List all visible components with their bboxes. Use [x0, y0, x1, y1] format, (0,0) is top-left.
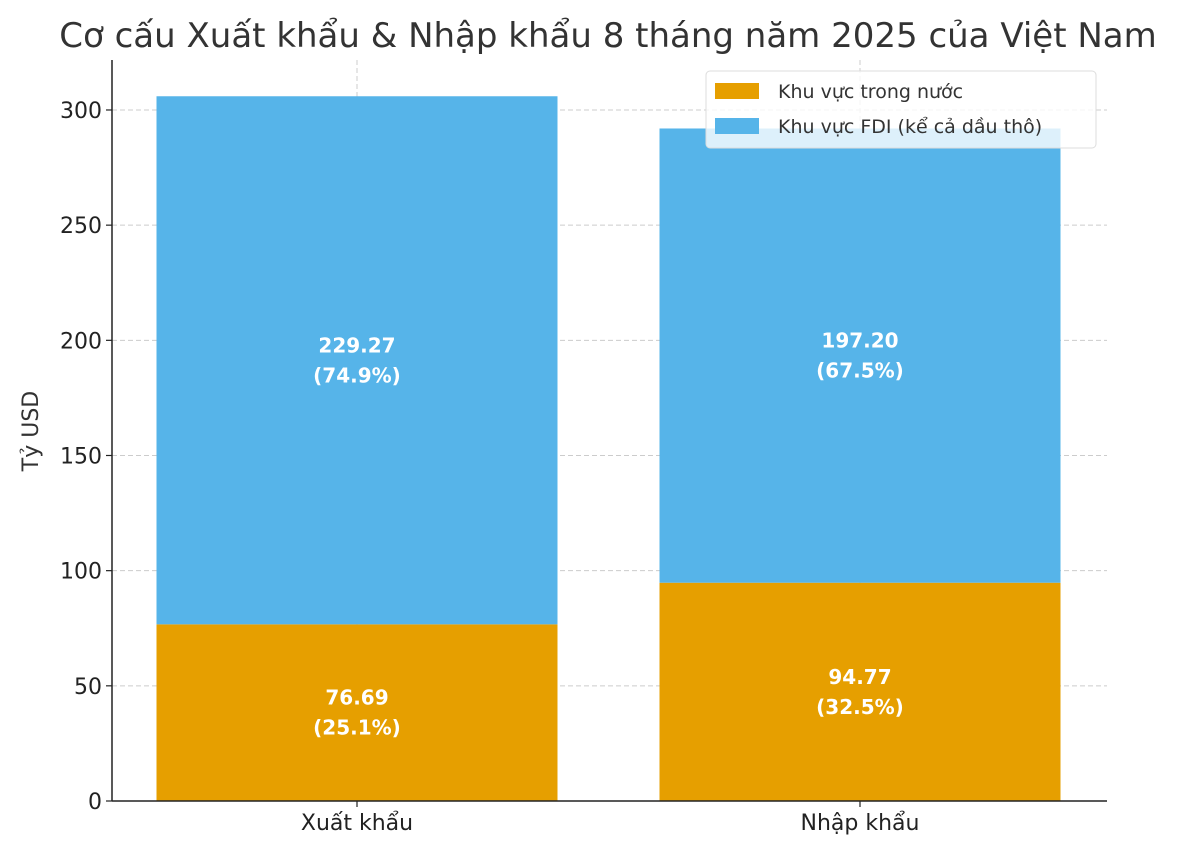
bar-value-label: (67.5%) [816, 359, 904, 383]
bar-fdi [659, 128, 1061, 583]
y-tick-label: 200 [60, 329, 102, 354]
bar-value-label: 229.27 [318, 333, 395, 357]
legend-label: Khu vực FDI (kể cả dầu thô) [778, 116, 1042, 138]
y-tick-label: 100 [60, 560, 102, 585]
bar-value-label: (25.1%) [313, 716, 401, 740]
y-tick-label: 150 [60, 444, 102, 469]
y-tick-label: 250 [60, 214, 102, 239]
y-tick-label: 0 [88, 790, 102, 815]
y-tick-label: 300 [60, 99, 102, 124]
bar-value-label: 76.69 [325, 686, 388, 710]
bar-value-label: 197.20 [821, 329, 898, 353]
x-tick-label: Xuất khẩu [301, 811, 413, 836]
legend: Khu vực trong nước Khu vực FDI (kể cả dầu… [705, 70, 1097, 149]
bars: 76.69 (25.1%) 229.27 (74.9%) 94.77 (32.5%) 197… [156, 96, 1061, 801]
bar-domestic [156, 624, 558, 801]
legend-swatch [715, 83, 759, 99]
bar-value-label: 94.77 [828, 665, 891, 689]
bar-domestic [659, 582, 1061, 801]
legend-swatch [715, 118, 759, 134]
y-tick-label: 50 [74, 675, 102, 700]
x-tick-label: Nhập khẩu [801, 811, 920, 836]
bar-fdi [156, 96, 558, 625]
legend-box [705, 70, 1097, 149]
bar-value-label: (32.5%) [816, 695, 904, 719]
axes: 0 50 100 150 200 250 300 Xuất khẩu Nhập khẩu [60, 60, 1107, 836]
legend-label: Khu vực trong nước [778, 81, 963, 103]
bar-value-label: (74.9%) [313, 363, 401, 387]
chart-title: Cơ cấu Xuất khẩu & Nhập khẩu 8 tháng năm… [59, 16, 1156, 56]
y-axis-label: Tỷ USD [19, 391, 44, 472]
